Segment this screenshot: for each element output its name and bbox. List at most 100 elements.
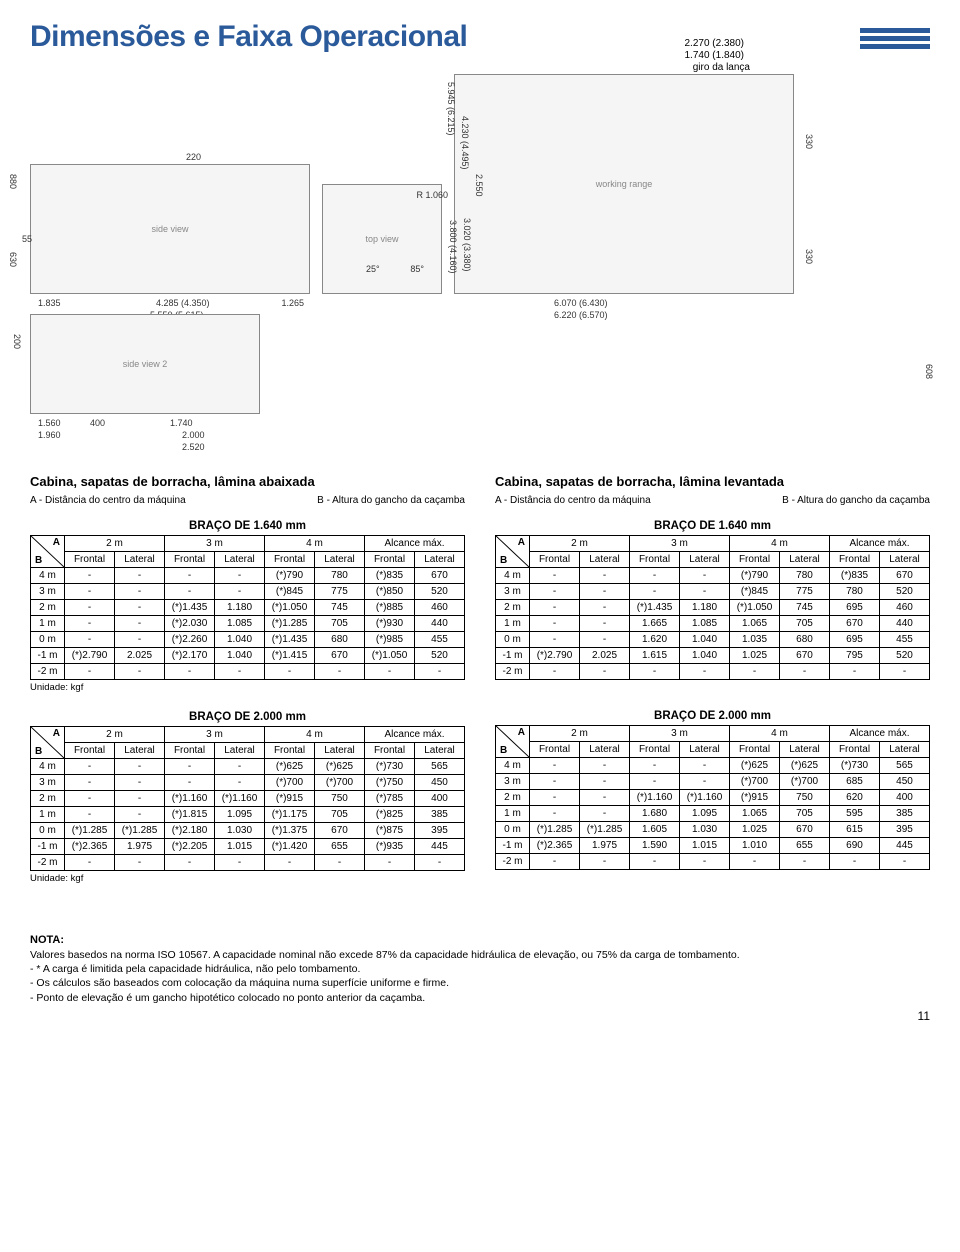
col-header: 4 m — [730, 536, 830, 552]
cell: 655 — [315, 839, 365, 855]
row-b: 2 m — [496, 600, 530, 616]
dim-l3: 4.285 (4.350) — [156, 298, 210, 308]
sub-header: Frontal — [65, 743, 115, 759]
cell: 460 — [415, 600, 465, 616]
sl2: 1.960 — [38, 430, 61, 440]
row-b: 3 m — [496, 584, 530, 600]
row-b: 1 m — [496, 616, 530, 632]
cell: 680 — [315, 632, 365, 648]
sub-header: Lateral — [780, 552, 830, 568]
sl6: 2.520 — [182, 442, 205, 452]
cell: (*)1.815 — [165, 807, 215, 823]
cell: 775 — [315, 584, 365, 600]
cell: 385 — [880, 806, 930, 822]
right-column: Cabina, sapatas de borracha, lâmina leva… — [495, 474, 930, 884]
cell: 1.975 — [115, 839, 165, 855]
cell: - — [115, 855, 165, 871]
cell: - — [630, 584, 680, 600]
note-line-2: - Os cálculos são baseados com colocação… — [30, 976, 930, 990]
cell: 460 — [880, 600, 930, 616]
cell: 1.085 — [215, 616, 265, 632]
row-b: -2 m — [31, 664, 65, 680]
corner-ab-header: AB — [31, 727, 65, 759]
cell: 1.015 — [680, 838, 730, 854]
cell: 565 — [415, 759, 465, 775]
cell: 1.030 — [215, 823, 265, 839]
cell: 670 — [780, 648, 830, 664]
cell: - — [215, 855, 265, 871]
cell: - — [730, 664, 780, 680]
diagrams-row: side view 880 55 630 220 1.835 5.550 (5.… — [30, 74, 930, 294]
cell: - — [115, 791, 165, 807]
cell: (*)2.365 — [65, 839, 115, 855]
corner-ab-header: AB — [496, 536, 530, 568]
dim-v1: 880 — [8, 174, 18, 189]
cell: - — [115, 584, 165, 600]
cell: (*)2.365 — [530, 838, 580, 854]
left-t1-title: BRAÇO DE 1.640 mm — [30, 520, 465, 532]
row-b: -1 m — [31, 648, 65, 664]
row-b: 4 m — [31, 759, 65, 775]
swing-l1: 2.270 (2.380) — [685, 38, 745, 49]
sl5: 2.000 — [182, 430, 205, 440]
note-line-0: Valores basedos na norma ISO 10567. A ca… — [30, 948, 930, 962]
left-section-title: Cabina, sapatas de borracha, lâmina abai… — [30, 474, 465, 489]
right-t1-title: BRAÇO DE 1.640 mm — [495, 520, 930, 532]
sub-header: Frontal — [630, 552, 680, 568]
sub-header: Frontal — [165, 552, 215, 568]
cell: - — [215, 568, 265, 584]
cell: 440 — [415, 616, 465, 632]
cell: - — [115, 600, 165, 616]
corner-ab-header: AB — [496, 726, 530, 758]
cell: (*)1.285 — [115, 823, 165, 839]
rt1: 330 — [804, 134, 814, 149]
cell: 395 — [880, 822, 930, 838]
dim-l1: 1.835 — [38, 298, 61, 308]
col-header: 4 m — [265, 727, 365, 743]
cell: (*)845 — [730, 584, 780, 600]
row-b: 1 m — [31, 807, 65, 823]
cell: 445 — [880, 838, 930, 854]
cell: 1.975 — [580, 838, 630, 854]
cell: 1.680 — [630, 806, 680, 822]
sub-header: Lateral — [580, 552, 630, 568]
cell: 705 — [315, 807, 365, 823]
cell: 695 — [830, 632, 880, 648]
cell: - — [580, 774, 630, 790]
cell: (*)835 — [830, 568, 880, 584]
cell: (*)730 — [365, 759, 415, 775]
cell: - — [530, 854, 580, 870]
cell: (*)2.180 — [165, 823, 215, 839]
cell: (*)1.050 — [265, 600, 315, 616]
cell: - — [780, 664, 830, 680]
cell: - — [630, 854, 680, 870]
sub-header: Frontal — [530, 742, 580, 758]
cell: 670 — [880, 568, 930, 584]
cell: (*)935 — [365, 839, 415, 855]
cell: (*)1.050 — [365, 648, 415, 664]
cell: (*)1.435 — [630, 600, 680, 616]
cell: - — [580, 600, 630, 616]
cell: 1.040 — [680, 648, 730, 664]
cell: - — [215, 775, 265, 791]
col-header: Alcance máx. — [365, 727, 465, 743]
cell: - — [580, 806, 630, 822]
diagram-reach: working range — [454, 74, 794, 294]
cell: (*)845 — [265, 584, 315, 600]
cell: (*)1.175 — [265, 807, 315, 823]
cell: - — [730, 854, 780, 870]
cell: (*)1.285 — [65, 823, 115, 839]
cell: - — [115, 616, 165, 632]
cell: - — [830, 854, 880, 870]
cell: 685 — [830, 774, 880, 790]
cell: 1.180 — [215, 600, 265, 616]
note-line-3: - Ponto de elevação é um gancho hipotéti… — [30, 991, 930, 1005]
row-b: -2 m — [496, 854, 530, 870]
col-header: 2 m — [65, 727, 165, 743]
row-b: 3 m — [31, 775, 65, 791]
cell: (*)2.790 — [530, 648, 580, 664]
cell: 1.095 — [680, 806, 730, 822]
sub-header: Frontal — [265, 552, 315, 568]
cell: (*)1.050 — [730, 600, 780, 616]
cell: - — [65, 600, 115, 616]
